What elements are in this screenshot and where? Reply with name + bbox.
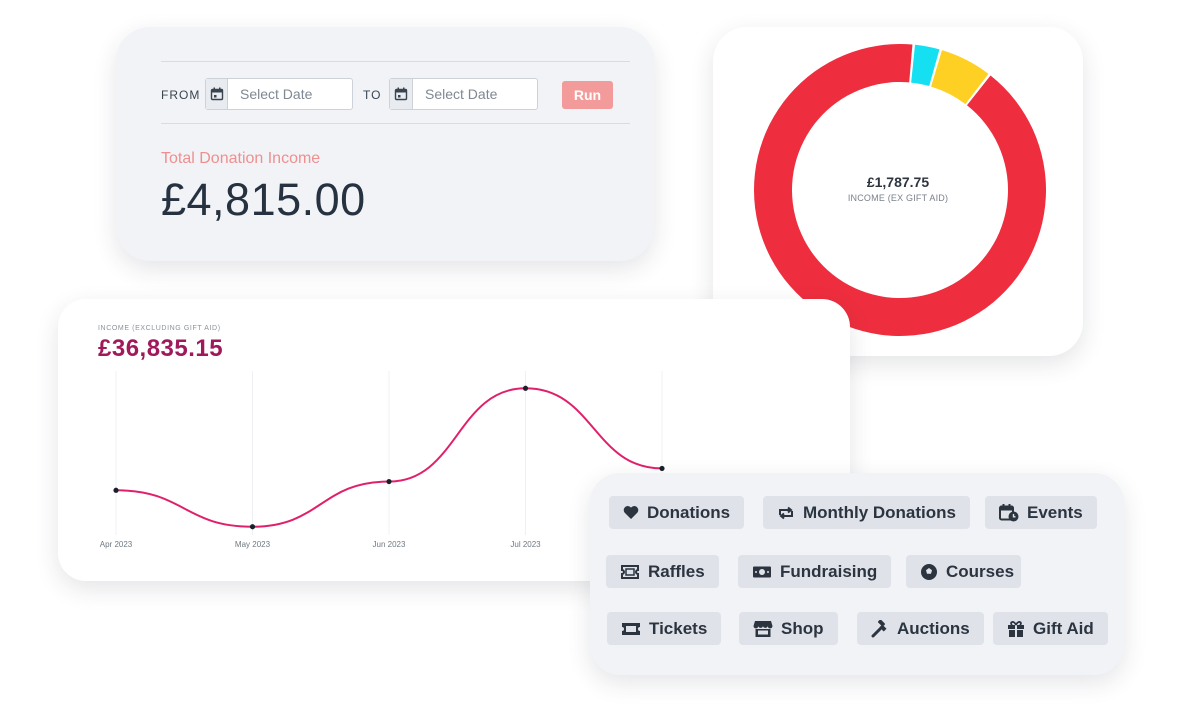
donut-chart [754,44,1046,337]
store-icon [753,620,773,637]
divider [161,61,630,62]
money-icon [753,566,771,577]
category-label: Auctions [897,618,970,638]
data-point[interactable] [113,487,119,493]
raffle-ticket-icon [621,564,639,579]
donut-center-caption: INCOME (EX GIFT AID) [847,193,949,203]
category-gift-aid[interactable]: Gift Aid [993,612,1108,645]
category-label: Monthly Donations [803,502,956,522]
category-events[interactable]: Events [985,496,1097,529]
category-label: Donations [647,502,731,522]
total-donation-value: £4,815.00 [161,174,366,225]
ticket-icon [622,622,640,635]
calendar-icon[interactable] [206,79,228,109]
total-donation-label: Total Donation Income [161,150,321,167]
category-courses[interactable]: Courses [906,555,1021,588]
gift-icon [1008,620,1024,637]
x-tick-label: May 2023 [235,540,271,549]
donut-slice[interactable] [911,44,940,87]
x-tick-label: Apr 2023 [100,540,133,549]
divider [161,123,630,124]
data-point[interactable] [659,465,665,472]
calendar-icon[interactable] [390,79,413,109]
data-point[interactable] [386,478,392,485]
from-date-field[interactable] [205,78,353,110]
category-monthly-donations[interactable]: Monthly Donations [763,496,970,529]
category-tickets[interactable]: Tickets [607,612,722,645]
x-tick-label: Jul 2023 [510,540,541,549]
donut-slice[interactable] [754,44,1046,337]
x-tick-label: Jun 2023 [373,540,406,549]
gavel-icon [871,619,887,637]
category-fundraising[interactable]: Fundraising [738,555,892,588]
category-donations[interactable]: Donations [609,496,745,529]
run-button[interactable]: Run [562,81,613,109]
category-label: Gift Aid [1033,618,1094,638]
repeat-icon [779,506,793,519]
category-raffles[interactable]: Raffles [606,555,719,588]
category-label: Tickets [649,618,708,638]
category-label: Fundraising [780,561,878,581]
category-auctions[interactable]: Auctions [857,612,984,645]
football-icon [921,563,937,580]
heart-icon [623,506,639,519]
to-label: TO [363,88,382,102]
income-categories-card: Donations Monthly Donations Events Raffl… [590,473,1124,675]
donut-slice[interactable] [931,50,989,105]
category-shop[interactable]: Shop [739,612,838,645]
to-date-field[interactable] [389,78,538,110]
line-chart-caption: INCOME (EXCLUDING GIFT AID) [98,325,221,332]
from-label: FROM [161,88,201,102]
data-point[interactable] [249,524,256,530]
category-label: Shop [781,618,824,638]
income-series-line [115,387,663,528]
data-point[interactable] [522,385,529,391]
calendar-clock-icon [999,503,1019,521]
category-label: Courses [946,561,1015,581]
category-label: Raffles [648,561,705,581]
to-date-input[interactable] [413,79,537,109]
line-chart-total: £36,835.15 [98,335,224,362]
category-label: Events [1027,502,1083,522]
donut-center-value: £1,787.75 [866,174,930,190]
from-date-input[interactable] [228,79,352,109]
date-range-card: FROM TO Run Total Donation Income £4,815… [116,27,654,261]
